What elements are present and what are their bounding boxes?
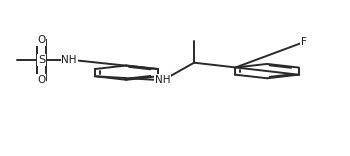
Text: F: F (301, 37, 307, 47)
Text: O: O (37, 35, 46, 45)
Text: O: O (37, 75, 46, 85)
Text: S: S (38, 55, 45, 65)
Text: NH: NH (155, 75, 170, 85)
Text: NH: NH (61, 55, 77, 65)
